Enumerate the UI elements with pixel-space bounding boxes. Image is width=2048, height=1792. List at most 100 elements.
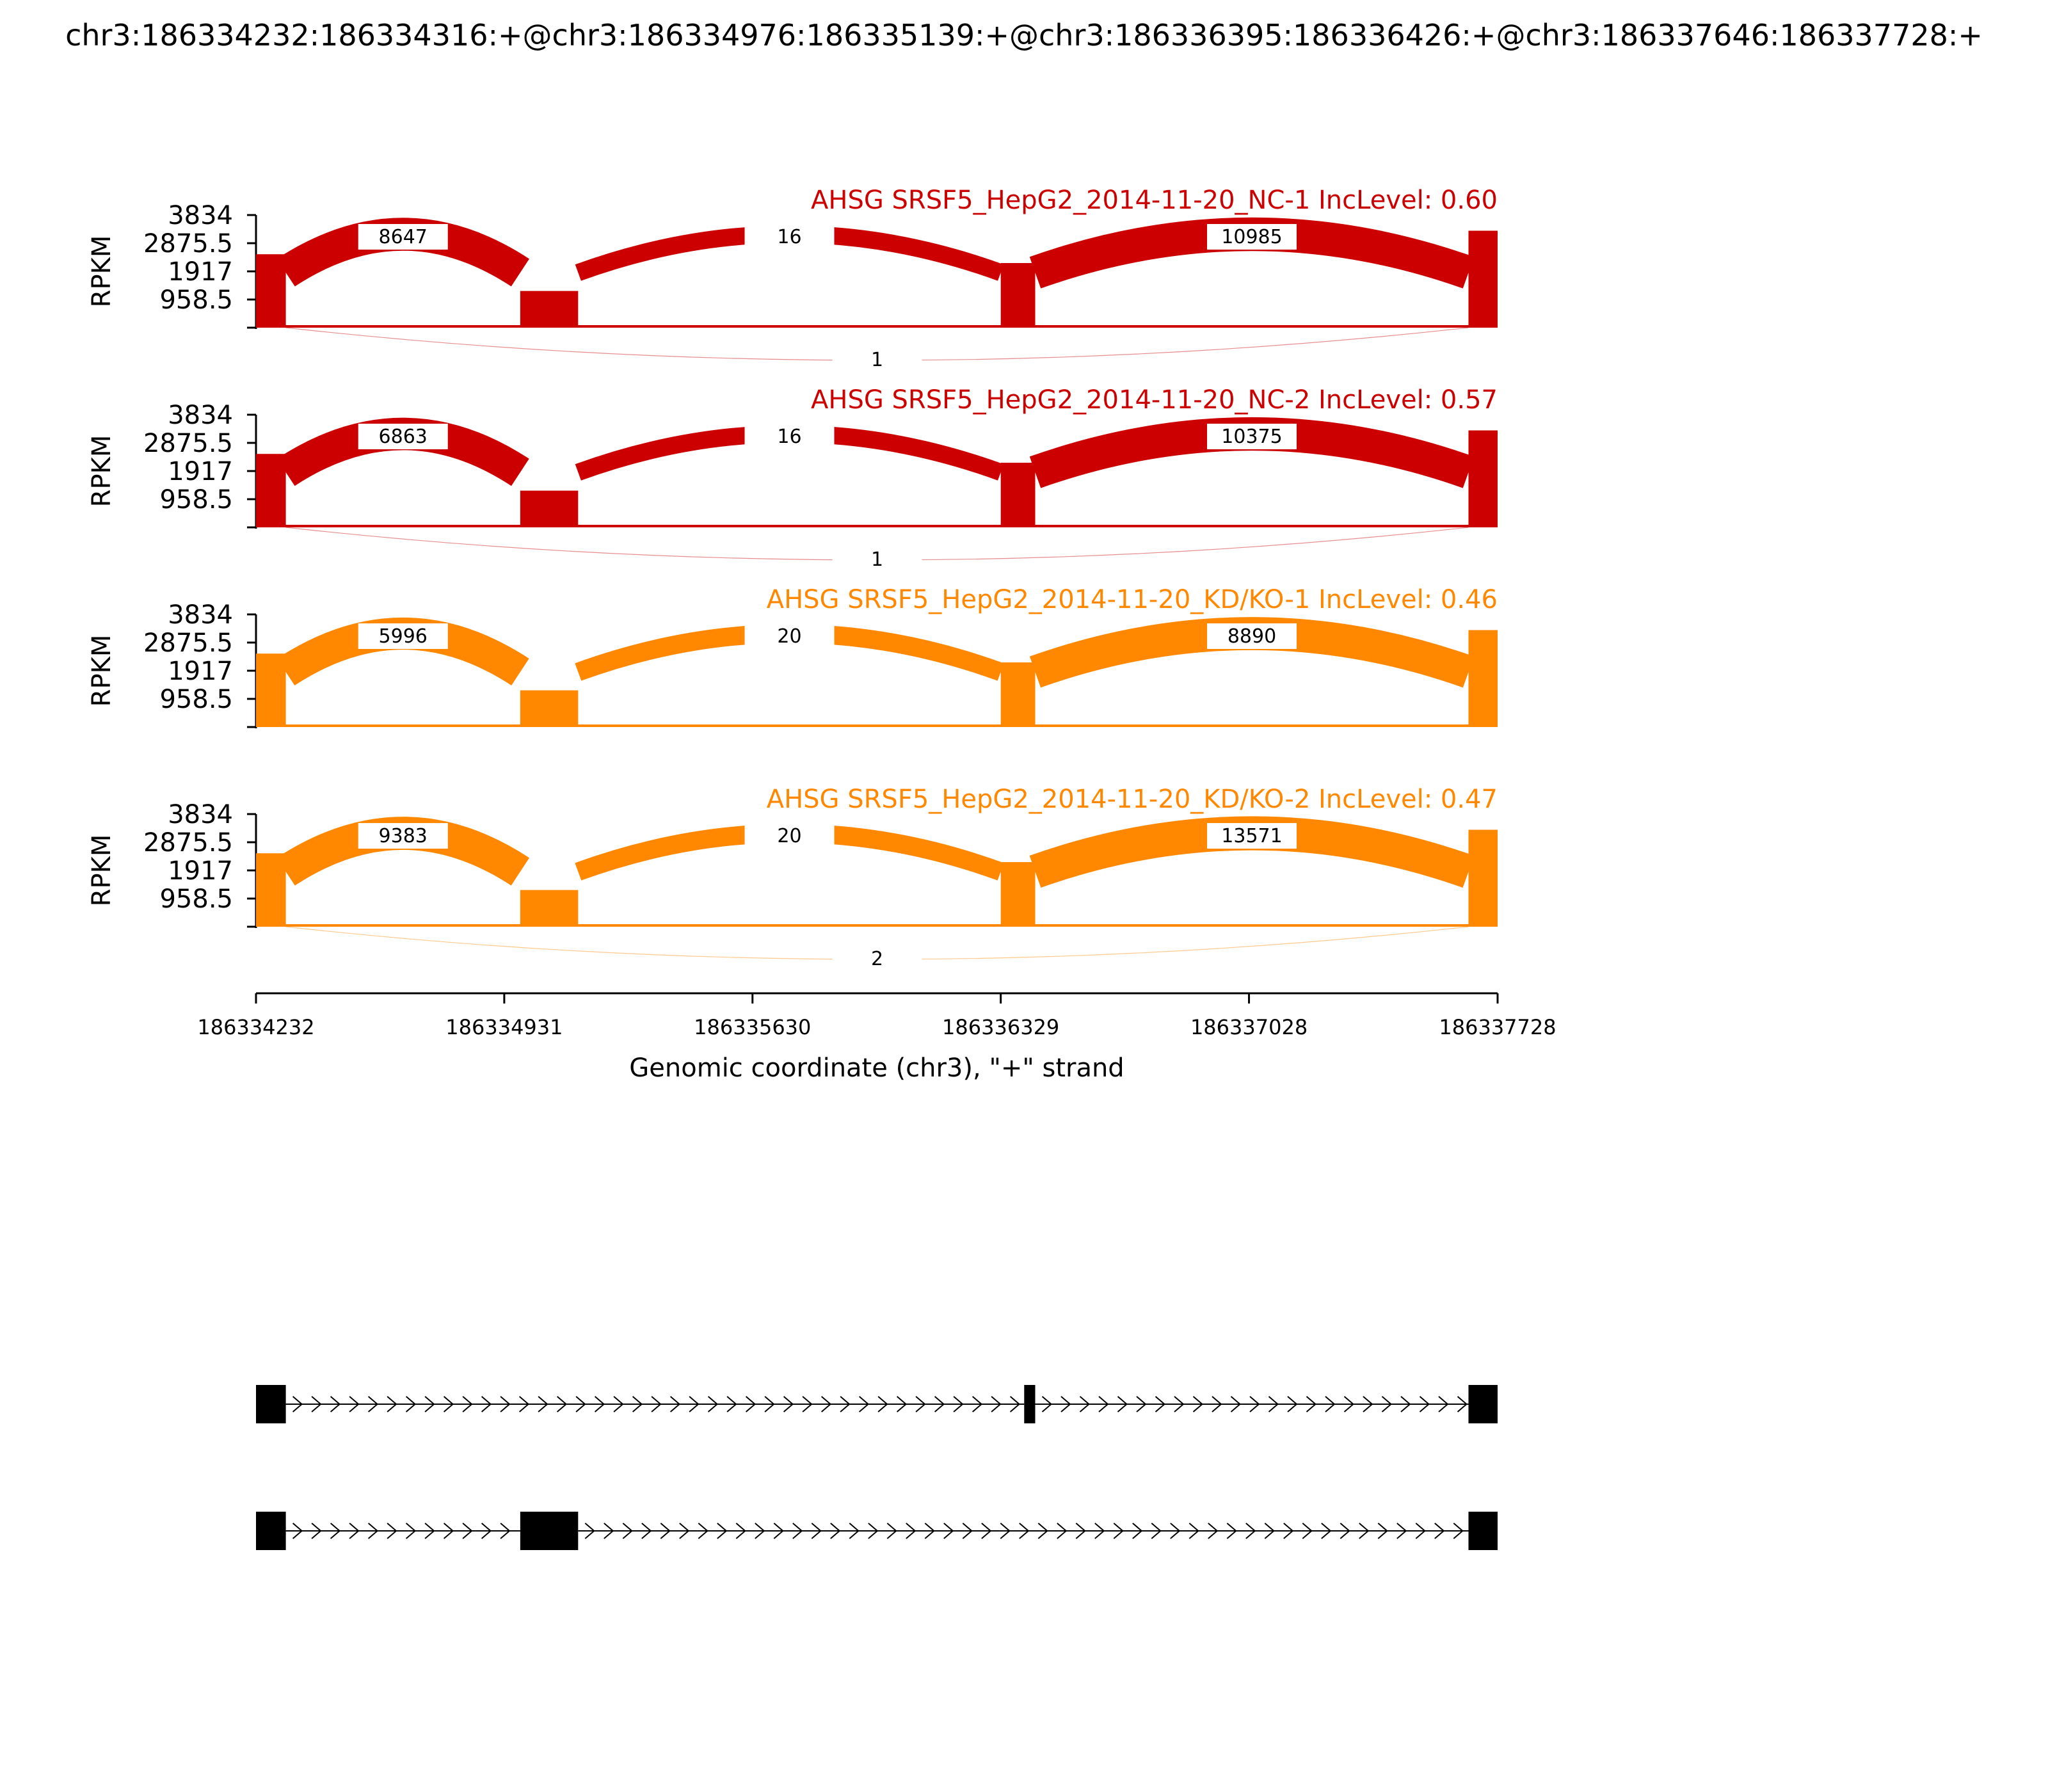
junction-label-bg <box>832 347 922 372</box>
strand-arrow <box>1075 1523 1086 1539</box>
strand-arrow <box>1057 1523 1068 1539</box>
y-tick-label: 958.5 <box>159 485 233 515</box>
strand-arrow <box>556 1396 568 1412</box>
junction-label-bg <box>744 823 835 849</box>
strand-arrow <box>443 1396 454 1412</box>
strand-arrow <box>717 1523 728 1539</box>
strand-arrow <box>660 1523 671 1539</box>
strand-arrow <box>943 1523 954 1539</box>
strand-arrow <box>1188 1523 1199 1539</box>
strand-arrow <box>1287 1396 1298 1412</box>
y-axis-label: RPKM <box>87 835 116 907</box>
strand-arrow <box>575 1396 586 1412</box>
strand-arrow <box>726 1396 737 1412</box>
strand-arrow <box>877 1396 888 1412</box>
strand-arrow <box>1230 1396 1242 1412</box>
y-axis-label: RPKM <box>87 635 116 707</box>
junction-count-label: 6863 <box>379 426 428 448</box>
x-axis-label: Genomic coordinate (chr3), "+" strand <box>629 1053 1124 1083</box>
strand-arrow <box>1283 1523 1294 1539</box>
exon-coverage-3 <box>1000 662 1036 727</box>
strand-arrow <box>622 1523 633 1539</box>
junction-count-label: 8647 <box>379 226 428 248</box>
strand-arrow <box>292 1523 303 1539</box>
exon-coverage-1 <box>256 653 286 727</box>
strand-arrow <box>1306 1396 1317 1412</box>
x-tick-label: 186334232 <box>197 1015 314 1039</box>
strand-arrow <box>991 1396 1002 1412</box>
strand-arrow <box>1155 1396 1166 1412</box>
strand-arrow <box>1019 1523 1030 1539</box>
strand-arrow <box>868 1523 879 1539</box>
strand-arrow <box>745 1396 756 1412</box>
strand-arrow <box>1438 1396 1449 1412</box>
strand-arrow <box>820 1396 832 1412</box>
junction-label-bg <box>1206 823 1297 849</box>
strand-arrow <box>679 1523 690 1539</box>
strand-arrow <box>1321 1523 1332 1539</box>
strand-arrow <box>792 1523 803 1539</box>
strand-arrow <box>1363 1396 1373 1412</box>
strand-arrow <box>1170 1523 1181 1539</box>
exon-coverage-4 <box>1468 829 1498 927</box>
strand-arrow <box>1245 1523 1256 1539</box>
strand-arrow <box>1457 1396 1468 1412</box>
junction-label-bg <box>358 623 448 649</box>
strand-arrow <box>405 1523 417 1539</box>
y-tick-label: 2875.5 <box>143 429 233 458</box>
strand-arrow <box>669 1396 681 1412</box>
strand-arrow <box>707 1396 719 1412</box>
strand-arrow <box>1117 1396 1128 1412</box>
strand-arrow <box>584 1523 595 1539</box>
y-tick-label: 3834 <box>168 201 233 230</box>
strand-arrow <box>972 1396 983 1412</box>
y-tick-label: 958.5 <box>159 285 233 315</box>
strand-arrow <box>613 1396 624 1412</box>
junction-count-label: 1 <box>871 349 883 371</box>
y-tick-label: 2875.5 <box>143 828 233 858</box>
strand-arrow <box>1136 1396 1147 1412</box>
strand-arrow <box>924 1523 935 1539</box>
strand-arrow <box>783 1396 794 1412</box>
exon-block-2 <box>520 1512 579 1550</box>
junction-label-bg <box>744 623 835 649</box>
exon-coverage-4 <box>1468 630 1498 727</box>
y-tick-label: 2875.5 <box>143 628 233 658</box>
junction-count-label: 20 <box>777 625 801 648</box>
strand-arrow <box>1325 1396 1336 1412</box>
y-tick-label: 958.5 <box>159 884 233 914</box>
strand-arrow <box>1264 1523 1275 1539</box>
exon-coverage-2 <box>520 490 579 527</box>
intron-coverage <box>256 924 1498 927</box>
strand-arrow <box>594 1396 605 1412</box>
page-title: chr3:186334232:186334316:+@chr3:18633497… <box>65 18 1983 52</box>
junction-count-label: 13571 <box>1221 825 1282 847</box>
x-tick-label: 186334931 <box>445 1015 563 1039</box>
strand-arrow <box>1381 1396 1393 1412</box>
exon-coverage-2 <box>520 690 579 727</box>
junction-label-bg <box>1206 623 1297 649</box>
strand-arrow <box>367 1523 379 1539</box>
strand-arrow <box>1132 1523 1143 1539</box>
junction-label-bg <box>1206 224 1297 250</box>
x-tick-label: 186337028 <box>1190 1015 1308 1039</box>
strand-arrow <box>387 1396 397 1412</box>
strand-arrow <box>424 1396 435 1412</box>
strand-arrow <box>1340 1523 1350 1539</box>
x-axis: 186334232 186334931 186335630 186336329 1863… <box>197 992 1556 1083</box>
y-axis-label: RPKM <box>87 435 116 508</box>
strand-arrow <box>292 1396 303 1412</box>
junction-count-label: 10985 <box>1221 226 1282 248</box>
exon-coverage-4 <box>1468 230 1498 328</box>
junction-count-label: 9383 <box>379 825 428 847</box>
strand-arrow <box>330 1523 341 1539</box>
junction-label-bg <box>832 946 922 972</box>
strand-arrow <box>349 1396 360 1412</box>
y-axis-label: RPKM <box>87 236 116 308</box>
exon-block-1 <box>256 1512 286 1550</box>
strand-arrow <box>698 1523 708 1539</box>
strand-arrow <box>1434 1523 1445 1539</box>
